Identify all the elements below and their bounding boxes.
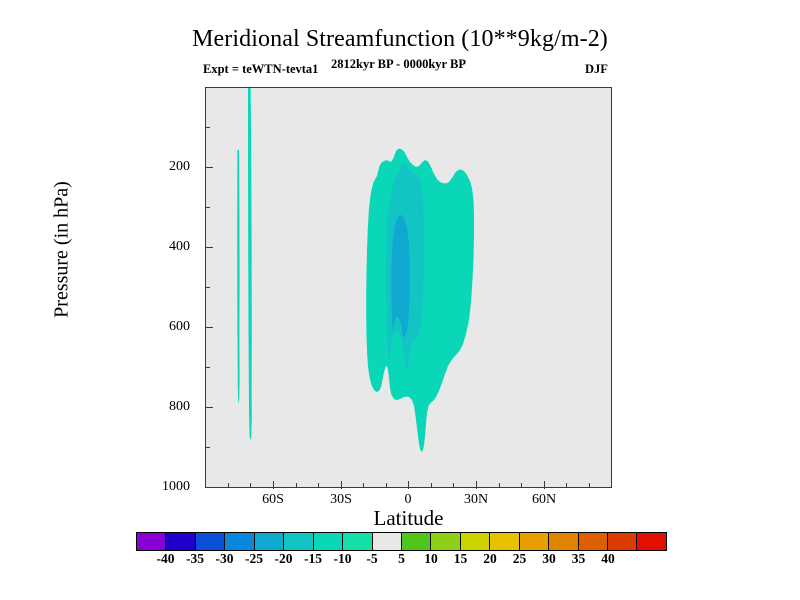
y-axis-title: Pressure (in hPa) [50, 181, 73, 318]
y-axis-label-200: 200 [169, 159, 190, 174]
period-label: 2812kyr BP - 0000kyr BP [331, 57, 466, 71]
y-minor-tick [205, 207, 210, 209]
colorbar-cell-1 [166, 533, 196, 550]
colorbar-label-30: 30 [542, 551, 556, 566]
x-axis-label-60S: 60S [262, 492, 284, 507]
x-minor-tick [566, 483, 568, 488]
colorbar-cell-2 [195, 533, 226, 550]
colorbar-label--10: -10 [333, 551, 352, 566]
colorbar-cell-14 [549, 533, 579, 550]
colorbar-cell-7 [343, 533, 373, 550]
colorbar-label-25: 25 [512, 551, 527, 566]
colorbar-label--40: -40 [156, 551, 175, 566]
y-axis-label-800: 800 [169, 399, 190, 414]
x-minor-tick [521, 483, 523, 488]
y-minor-tick [205, 287, 210, 289]
y-tick-400 [205, 247, 213, 249]
colorbar-cell-8 [372, 533, 402, 550]
colorbar-label--35: -35 [186, 551, 204, 566]
y-tick-600 [205, 327, 213, 329]
colorbar-label--5: -5 [366, 551, 378, 566]
colorbar-label--30: -30 [215, 551, 234, 566]
colorbar-cell-9 [401, 533, 432, 550]
colorbar-cell-15 [578, 533, 608, 550]
y-tick-1000 [205, 487, 213, 489]
x-tick-0 [408, 481, 410, 489]
colorbar-cell-12 [490, 533, 520, 550]
colorbar-cell-16 [608, 533, 638, 550]
contour-tropical-core [391, 215, 410, 338]
x-axis-label-60N: 60N [531, 492, 557, 507]
y-minor-tick [205, 127, 210, 129]
y-tick-800 [205, 407, 213, 409]
y-tick-200 [205, 167, 213, 169]
colorbar-label--25: -25 [245, 551, 263, 566]
colorbar-label--15: -15 [304, 551, 322, 566]
x-tick-30S [341, 481, 343, 489]
colorbar-cell-3 [225, 533, 255, 550]
colorbar-label-15: 15 [453, 551, 468, 566]
colorbar-label-35: 35 [571, 551, 586, 566]
colorbar-cell-4 [254, 533, 285, 550]
page-title: Meridional Streamfunction (10**9kg/m-2) [192, 26, 608, 52]
x-minor-tick [589, 483, 591, 488]
x-axis-label-30N: 30N [463, 492, 489, 507]
x-tick-60S [273, 481, 275, 489]
x-minor-tick [250, 483, 252, 488]
x-minor-tick [499, 483, 501, 488]
colorbar-label-20: 20 [483, 551, 497, 566]
y-axis-label-400: 400 [169, 239, 190, 254]
colorbar-cell-11 [460, 533, 491, 550]
x-minor-tick [453, 483, 455, 488]
colorbar [136, 532, 667, 551]
colorbar-labels: -40 -35 -30 -25 -20 -15 -10 -5 5 10 15 20 25 30 35 40 [136, 551, 665, 571]
colorbar-label--20: -20 [274, 551, 293, 566]
colorbar-label-10: 10 [424, 551, 438, 566]
x-axis-title: Latitude [373, 506, 444, 530]
x-minor-tick [386, 483, 388, 488]
x-minor-tick [296, 483, 298, 488]
x-minor-tick [318, 483, 320, 488]
contour-field [237, 88, 474, 452]
y-minor-tick [205, 447, 210, 449]
x-tick-30N [476, 481, 478, 489]
colorbar-cell-0 [137, 533, 167, 550]
x-tick-60N [544, 481, 546, 489]
x-minor-tick [228, 483, 230, 488]
x-axis-label-30S: 30S [330, 492, 352, 507]
colorbar-cell-6 [313, 533, 344, 550]
colorbar-cell-13 [519, 533, 550, 550]
y-minor-tick [205, 367, 210, 369]
season-label: DJF [585, 62, 608, 76]
subtitle-row: Expt = teWTN-tevta1 2812kyr BP - 0000kyr… [0, 57, 800, 80]
colorbar-cell-5 [284, 533, 314, 550]
x-minor-tick [431, 483, 433, 488]
colorbar-label-5: 5 [398, 551, 405, 566]
y-axis-label-600: 600 [169, 319, 190, 334]
contour-southern-streak-b [237, 150, 240, 404]
colorbar-label-40: 40 [601, 551, 615, 566]
plot-area [205, 87, 612, 488]
contour-southern-streak-a [248, 88, 252, 440]
x-axis-label-0: 0 [404, 492, 412, 507]
experiment-label: Expt = teWTN-tevta1 [203, 62, 319, 76]
y-axis-label-1000: 1000 [162, 479, 190, 494]
x-minor-tick [363, 483, 365, 488]
colorbar-cell-17 [637, 533, 666, 550]
colorbar-cell-10 [431, 533, 461, 550]
